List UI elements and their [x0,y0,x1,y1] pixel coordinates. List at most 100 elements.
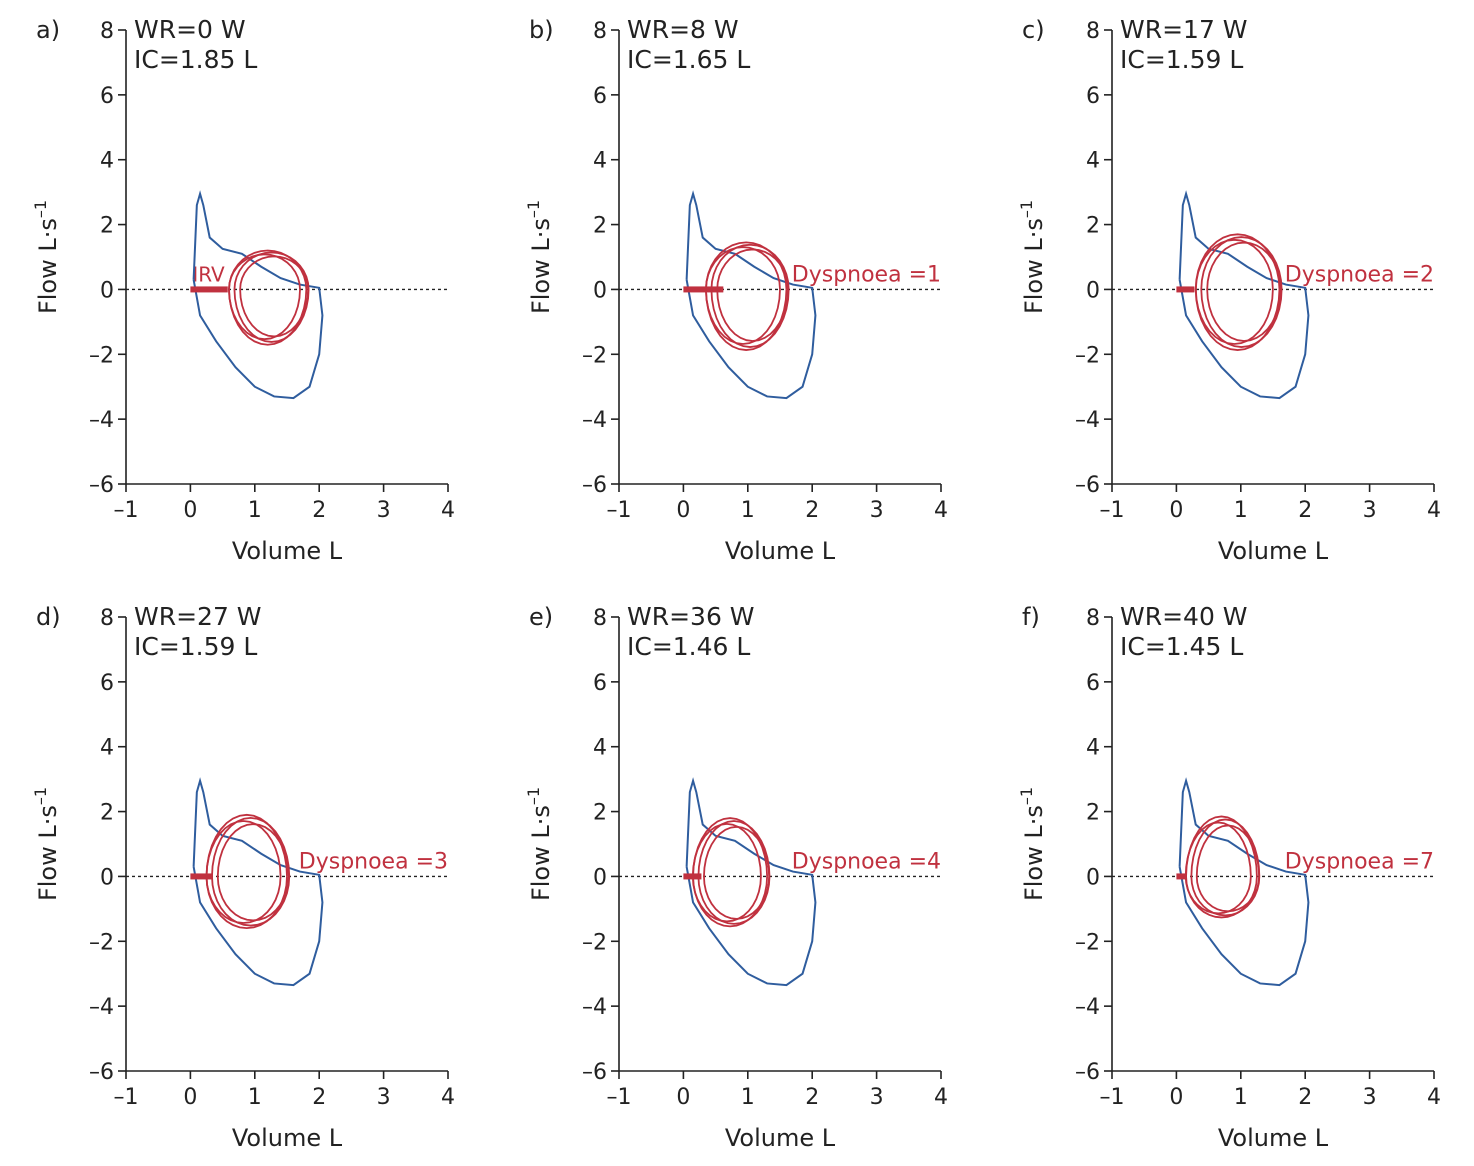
work-rate-label: WR=17 W [1120,15,1248,44]
y-tick-label: –4 [1075,995,1100,1020]
y-axis-label: Flow L·s–1 [524,200,555,314]
y-tick-label: –6 [582,1060,607,1085]
x-tick-label: –1 [607,1085,632,1110]
y-tick-label: 2 [593,801,607,826]
y-tick-label: 8 [100,19,114,44]
y-tick-label: –4 [89,995,114,1020]
tidal-breath-loop [1195,824,1260,913]
x-tick-label: 4 [1427,498,1441,523]
y-tick-label: 4 [1086,736,1100,761]
work-rate-label: WR=36 W [627,602,755,631]
work-rate-label: WR=8 W [627,15,739,44]
irv-label: IRV [192,262,225,286]
y-axis-label: Flow L·s–1 [1017,787,1048,901]
y-tick-label: –4 [89,408,114,433]
irv-bar [1176,873,1187,880]
panel-label: d) [36,603,61,631]
x-tick-label: 4 [441,498,455,523]
panel-label: a) [36,16,60,44]
y-tick-label: 2 [593,214,607,239]
y-tick-label: 6 [100,671,114,696]
y-axis-unit-superscript: –1 [31,200,50,218]
y-tick-label: 8 [593,19,607,44]
y-tick-label: –6 [582,473,607,498]
y-tick-label: 0 [100,865,114,890]
x-tick-label: 4 [441,1085,455,1110]
maximal-flow-volume-curve [685,777,817,987]
y-tick-label: –2 [89,343,114,368]
maximal-flow-volume-curve [192,777,324,987]
y-axis-unit-superscript: –1 [524,200,543,218]
y-tick-label: 8 [1086,19,1100,44]
tidal-breath-loop [228,253,301,341]
tidal-breath-loop [1200,236,1283,348]
x-tick-label: 0 [1169,498,1183,523]
tidal-breath-loop [703,825,771,920]
irv-bar [683,873,702,880]
panel-b: –6 –4 –2 0 2 4 6 8 –1 0 1 2 3 4 Volume L Flow L·s–1 b) WR… [524,15,948,565]
tidal-breath-loop [239,255,310,338]
y-tick-label: –4 [582,408,607,433]
y-axis-label: Flow L·s–1 [31,200,62,314]
x-tick-label: 2 [312,498,326,523]
tidal-breath-loop [233,251,310,343]
y-tick-label: 0 [1086,865,1100,890]
x-tick-label: 2 [312,1085,326,1110]
x-tick-label: 3 [870,1085,884,1110]
x-tick-label: 2 [1298,498,1312,523]
panel-d: –6 –4 –2 0 2 4 6 8 –1 0 1 2 3 4 Volume L Flow L·s–1 d) WR… [31,602,455,1152]
x-tick-label: 3 [377,1085,391,1110]
y-tick-label: –2 [582,930,607,955]
work-rate-label: WR=0 W [134,15,246,44]
x-tick-label: 0 [1169,1085,1183,1110]
y-tick-label: 6 [593,671,607,696]
maximal-flow-volume-curve [1178,777,1310,987]
inspiratory-capacity-label: IC=1.59 L [134,632,257,661]
y-tick-label: –6 [89,473,114,498]
y-tick-label: 4 [593,149,607,174]
dyspnoea-label: Dyspnoea =2 [1285,262,1434,287]
y-tick-label: 6 [100,84,114,109]
panel-label: e) [529,603,553,631]
y-axis-unit-superscript: –1 [1017,787,1036,805]
inspiratory-capacity-label: IC=1.85 L [134,45,257,74]
x-tick-label: –1 [1100,1085,1125,1110]
inspiratory-capacity-label: IC=1.65 L [627,45,750,74]
y-axis-unit-superscript: –1 [31,787,50,805]
inspiratory-capacity-label: IC=1.46 L [627,632,750,661]
y-tick-label: 6 [593,84,607,109]
y-axis-unit-superscript: –1 [524,787,543,805]
x-tick-label: 1 [248,1085,262,1110]
tidal-breath-loop [716,248,789,342]
y-tick-label: –4 [1075,408,1100,433]
x-axis-label: Volume L [232,1124,343,1152]
tidal-breath-loop [1194,238,1274,345]
y-tick-label: –6 [1075,1060,1100,1085]
tidal-breath-loop [1206,241,1282,342]
maximal-flow-volume-curve [685,190,817,400]
x-tick-label: 4 [934,498,948,523]
x-tick-label: –1 [114,1085,139,1110]
x-tick-label: 1 [248,498,262,523]
y-tick-label: –6 [1075,473,1100,498]
irv-bar [683,286,724,293]
x-tick-label: 1 [741,498,755,523]
panel-c: –6 –4 –2 0 2 4 6 8 –1 0 1 2 3 4 Volume L Flow L·s–1 c) WR… [1017,15,1441,565]
x-tick-label: 0 [676,1085,690,1110]
irv-bar [190,873,213,880]
x-tick-label: 2 [805,1085,819,1110]
x-tick-label: 3 [870,498,884,523]
x-tick-label: 1 [1234,498,1248,523]
x-tick-label: 4 [1427,1085,1441,1110]
y-tick-label: –2 [582,343,607,368]
y-tick-label: 0 [100,278,114,303]
y-tick-label: 0 [593,278,607,303]
inspiratory-capacity-label: IC=1.59 L [1120,45,1243,74]
x-tick-label: 1 [1234,1085,1248,1110]
dyspnoea-label: Dyspnoea =4 [792,849,941,874]
x-axis-label: Volume L [725,1124,836,1152]
x-tick-label: –1 [114,498,139,523]
x-tick-label: 3 [1363,498,1377,523]
